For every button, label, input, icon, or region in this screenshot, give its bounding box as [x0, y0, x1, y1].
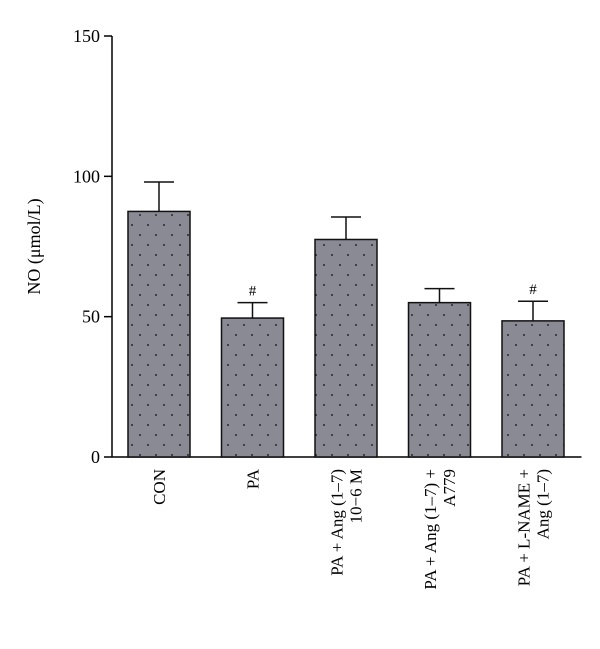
y-tick-label: 50: [82, 307, 100, 327]
x-category-label: CON: [150, 469, 169, 505]
bars: # #: [127, 181, 565, 458]
x-category-label: Ang (1–7): [534, 469, 553, 539]
axes: 0 50 100 150 NO (μmol/L): [24, 26, 582, 467]
labels: CON PA PA + Ang (1–7) 10−6 M PA + Ang (1–7) …: [150, 468, 553, 589]
x-category-label: A779: [440, 469, 459, 507]
x-category-label: PA + L-NAME +: [515, 469, 534, 586]
x-category-label: PA: [244, 468, 263, 489]
x-category-label: PA + Ang (1–7): [328, 469, 347, 576]
bar: [501, 320, 565, 458]
x-category-label: 10−6 M: [347, 469, 366, 523]
bar: [220, 317, 285, 458]
bar: [407, 301, 472, 458]
bar: [314, 238, 378, 458]
x-category-label: PA + Ang (1–7) +: [421, 469, 440, 590]
y-axis-title: NO (μmol/L): [24, 198, 45, 294]
significance-marker: #: [529, 282, 537, 298]
significance-marker: #: [249, 284, 257, 300]
y-tick-label: 150: [73, 26, 100, 46]
y-tick-label: 0: [91, 447, 100, 467]
bar: [127, 210, 191, 458]
y-tick-label: 100: [73, 166, 100, 186]
